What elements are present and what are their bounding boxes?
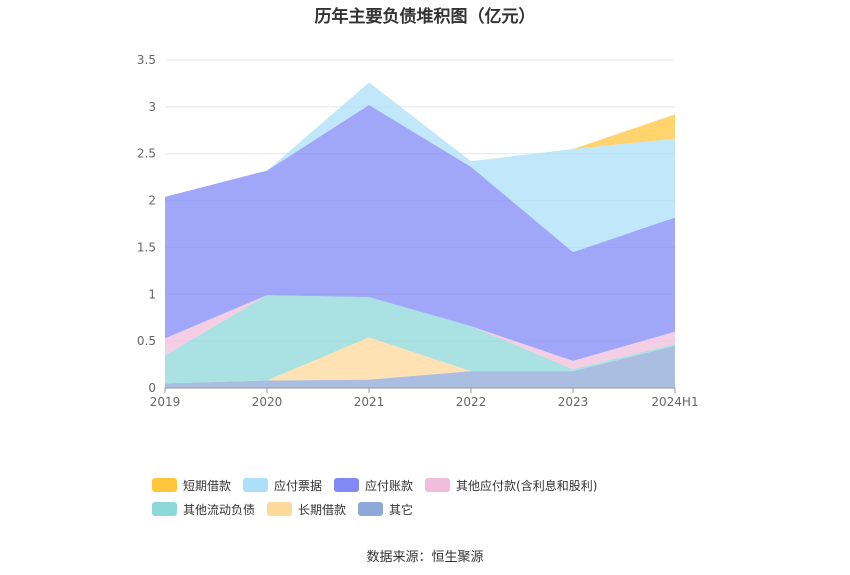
legend-item[interactable]: 长期借款 bbox=[267, 497, 346, 521]
legend-swatch bbox=[425, 478, 451, 492]
legend-item[interactable]: 短期借款 bbox=[152, 473, 231, 497]
legend-swatch bbox=[334, 478, 360, 492]
legend-label: 其它 bbox=[389, 502, 414, 517]
y-tick-label: 1 bbox=[148, 287, 156, 301]
legend-swatch bbox=[267, 502, 293, 516]
x-tick-label: 2023 bbox=[558, 395, 589, 409]
legend-label: 应付票据 bbox=[274, 478, 323, 493]
legend-label: 应付账款 bbox=[365, 478, 414, 493]
y-tick-label: 0.5 bbox=[137, 334, 156, 348]
y-tick-label: 3.5 bbox=[137, 53, 156, 67]
legend-swatch bbox=[152, 478, 177, 492]
legend-label: 其他应付款(含利息和股利) bbox=[456, 478, 598, 493]
axes: 0 0.5 1 1.5 2 2.5 3 3.5 2019 2020 2021 2022 2023 2024… bbox=[137, 53, 699, 409]
area-series-2 bbox=[165, 295, 675, 384]
y-tick-label: 2 bbox=[148, 194, 156, 208]
x-tick-label: 2024H1 bbox=[651, 395, 698, 409]
legend-swatch bbox=[152, 502, 177, 516]
chart-title: 历年主要负债堆积图（亿元） bbox=[314, 7, 536, 27]
source-note: 数据来源：恒生聚源 bbox=[366, 550, 484, 565]
legend-label: 长期借款 bbox=[298, 502, 347, 517]
area-series bbox=[165, 82, 675, 388]
area-series-5 bbox=[165, 82, 675, 253]
legend-swatch bbox=[358, 502, 384, 516]
legend-label: 短期借款 bbox=[183, 478, 232, 493]
legend-label: 其他流动负债 bbox=[183, 502, 256, 517]
legend-item[interactable]: 其它 bbox=[358, 497, 413, 521]
x-tick-label: 2019 bbox=[150, 395, 181, 409]
legend-item[interactable]: 应付账款 bbox=[334, 473, 413, 497]
legend-swatch bbox=[243, 478, 269, 492]
y-tick-label: 3 bbox=[148, 100, 156, 114]
x-tick-label: 2021 bbox=[354, 395, 385, 409]
legend-item[interactable]: 其他应付款(含利息和股利) bbox=[425, 473, 597, 497]
y-tick-label: 1.5 bbox=[137, 240, 156, 254]
y-tick-label: 0 bbox=[148, 381, 156, 395]
area-series-0 bbox=[165, 345, 675, 388]
legend: 短期借款 应付票据 应付账款 其他应付款(含利息和股利) 其他流动负债 长期借款 其它 bbox=[152, 473, 712, 521]
x-tick-label: 2020 bbox=[252, 395, 283, 409]
legend-item[interactable]: 其他流动负债 bbox=[152, 497, 255, 521]
area-series-4 bbox=[165, 104, 675, 361]
y-tick-label: 2.5 bbox=[137, 147, 156, 161]
area-series-1 bbox=[165, 337, 675, 384]
legend-item[interactable]: 应付票据 bbox=[243, 473, 322, 497]
x-tick-label: 2022 bbox=[456, 395, 487, 409]
